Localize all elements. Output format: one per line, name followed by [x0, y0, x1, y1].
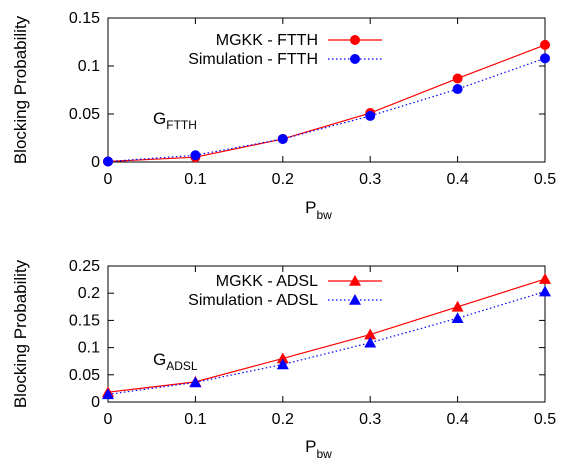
x-axis-label-main: P	[305, 437, 316, 456]
x-axis-label-main: P	[305, 198, 316, 217]
data-point	[539, 285, 551, 297]
legend-label: MGKK - ADSL	[216, 273, 318, 290]
legend-marker	[349, 275, 361, 286]
data-point	[364, 336, 377, 348]
data-point	[540, 53, 550, 64]
annotation-main: G	[153, 350, 166, 369]
data-point	[276, 352, 289, 364]
x-tick-label: 0	[104, 171, 113, 188]
annotation-label: GFTTH	[153, 109, 197, 132]
y-tick-label: 0.05	[69, 106, 100, 123]
y-tick-label: 0	[91, 154, 100, 171]
y-tick-label: 0.05	[69, 367, 100, 384]
annotation-label: GADSL	[153, 350, 198, 373]
data-point	[539, 273, 551, 284]
plot-frame	[107, 17, 546, 163]
plot-frame	[107, 265, 546, 403]
legend-label: Simulation - ADSL	[188, 292, 318, 309]
x-axis-label: Pbw	[305, 437, 332, 461]
legend-marker	[350, 35, 360, 45]
series-line	[107, 57, 546, 163]
y-tick-label: 0.2	[78, 285, 100, 302]
x-axis-label: Pbw	[305, 198, 332, 222]
data-point	[190, 150, 201, 161]
data-point	[540, 39, 550, 50]
series-line	[107, 44, 546, 163]
series-1	[103, 39, 550, 167]
x-tick-label: 0.1	[184, 171, 206, 188]
series-line	[107, 290, 546, 395]
series-line	[107, 278, 546, 393]
data-point	[276, 358, 289, 370]
y-tick-label: 0.1	[78, 58, 100, 75]
x-tick-label: 0.5	[534, 411, 556, 428]
annotation-sub: ADSL	[166, 359, 198, 373]
y-tick-label: 0.15	[69, 10, 100, 27]
annotation-main: G	[153, 109, 166, 128]
x-tick-label: 0.3	[359, 411, 381, 428]
x-tick-label: 0	[104, 411, 113, 428]
x-tick-label: 0.5	[534, 171, 556, 188]
series-1	[102, 273, 551, 398]
annotation-sub: FTTH	[166, 118, 197, 132]
data-point	[451, 312, 464, 324]
data-point	[365, 110, 376, 121]
x-tick-label: 0.2	[272, 411, 294, 428]
legend-label: Simulation - FTTH	[188, 51, 318, 68]
data-point	[452, 73, 463, 84]
data-point	[189, 376, 202, 388]
x-tick-label: 0.4	[446, 411, 468, 428]
data-point	[103, 156, 113, 167]
x-tick-label: 0.4	[446, 171, 468, 188]
y-axis-label: Blocking Probability	[11, 15, 30, 164]
chart-panel-2: 0 0.05 0.1 0.15 0.2 0.25 0 0.1 0.2 0.3 0.4 0.5 Pbw Bl…	[11, 258, 556, 461]
x-tick-label: 0.3	[359, 171, 381, 188]
legend-marker	[349, 294, 361, 305]
y-tick-label: 0.25	[69, 258, 100, 275]
x-tick-label: 0.2	[272, 171, 294, 188]
y-tick-label: 0.15	[69, 312, 100, 329]
legend-label: MGKK - FTTH	[216, 32, 318, 49]
data-point	[102, 388, 114, 400]
y-tick-label: 0.1	[78, 340, 100, 357]
x-axis-label-sub: bw	[317, 447, 333, 461]
y-tick-label: 0	[91, 394, 100, 411]
data-point	[452, 84, 463, 95]
data-point	[451, 300, 464, 312]
series-2	[103, 53, 550, 167]
y-axis-label: Blocking Probability	[11, 259, 30, 408]
legend-marker	[350, 54, 360, 64]
x-axis-label-sub: bw	[317, 208, 333, 222]
data-point	[277, 133, 288, 144]
data-point	[364, 328, 377, 340]
x-tick-label: 0.1	[184, 411, 206, 428]
chart-panel-1: 0 0.05 0.1 0.15 0 0.1 0.2 0.3 0.4 0.5 Pbw Blocking …	[11, 10, 556, 222]
series-2	[102, 285, 551, 400]
